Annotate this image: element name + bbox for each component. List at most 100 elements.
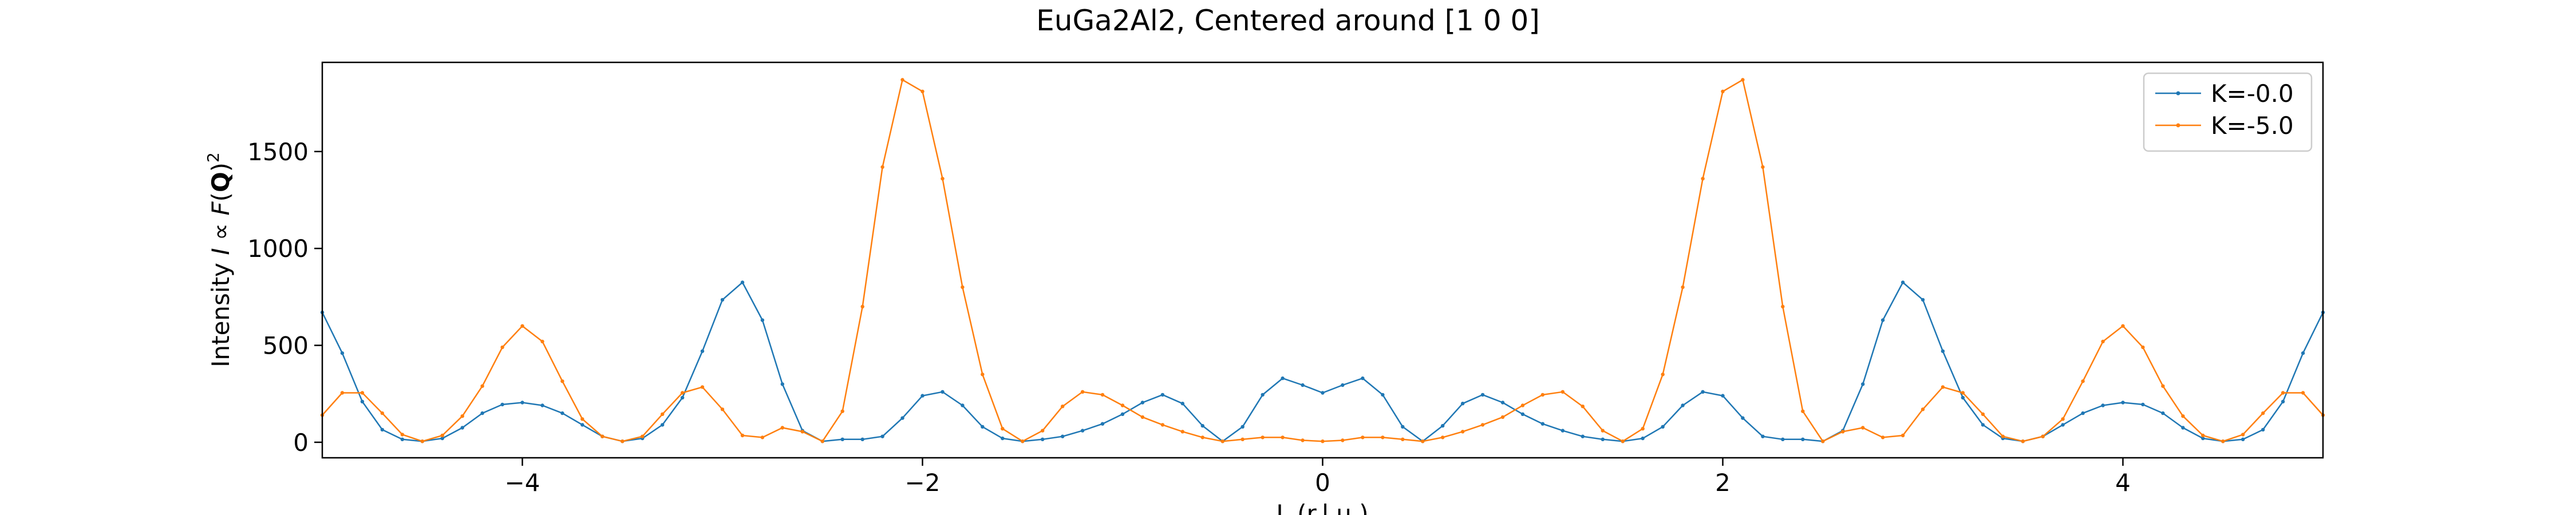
data-point <box>1801 437 1805 441</box>
data-point <box>1080 429 1085 433</box>
data-point <box>920 89 924 93</box>
data-point <box>1641 436 1645 441</box>
data-point <box>1761 165 1765 169</box>
data-point <box>2101 403 2105 407</box>
data-point <box>2261 427 2265 432</box>
data-point <box>380 427 384 432</box>
data-point <box>1681 285 1685 290</box>
data-point <box>2221 439 2225 443</box>
data-point <box>800 430 805 434</box>
data-point <box>580 423 584 427</box>
data-point <box>2081 379 2085 383</box>
data-point <box>420 439 424 443</box>
data-point <box>1641 427 1645 431</box>
data-point <box>460 414 464 418</box>
y-axis-label: Intensity I ∝ F(Q)2 <box>204 152 235 367</box>
data-point <box>1921 298 1925 302</box>
data-point <box>1781 304 1785 308</box>
data-point <box>1560 390 1565 394</box>
data-point <box>2061 417 2065 421</box>
y-axis-label-q: Q <box>207 172 235 192</box>
data-point <box>1061 434 1065 438</box>
y-axis-label-f: F <box>207 201 235 216</box>
data-point <box>1281 376 1285 381</box>
data-point <box>2021 439 2025 443</box>
data-point <box>1941 385 1945 389</box>
data-point <box>1480 393 1485 397</box>
data-point <box>621 439 625 443</box>
y-axis-label-close: ) <box>207 163 235 172</box>
data-point <box>1981 423 1985 427</box>
data-point <box>900 78 904 82</box>
data-point <box>1701 177 1705 181</box>
x-axis: −4 −2 0 2 4 <box>505 458 2131 497</box>
data-point <box>2101 339 2105 343</box>
data-point <box>480 411 484 415</box>
data-point <box>1261 393 1265 397</box>
data-point <box>1901 280 1905 284</box>
series-0 <box>320 280 2325 443</box>
data-point <box>1941 349 1945 353</box>
data-point <box>1381 393 1385 397</box>
data-point <box>1301 438 1305 442</box>
y-axis: 0 500 1000 1500 <box>247 138 322 457</box>
y-axis-label-lead: Intensity <box>207 255 235 367</box>
data-point <box>500 402 504 407</box>
data-point <box>1301 383 1305 387</box>
legend-label: K=-0.0 <box>2211 80 2294 108</box>
legend: K=-0.0 K=-5.0 <box>2143 72 2313 152</box>
data-point <box>961 285 965 290</box>
data-point <box>900 416 904 420</box>
data-point <box>860 304 864 308</box>
data-point <box>840 437 844 441</box>
data-point <box>1180 430 1184 434</box>
data-point <box>400 437 404 441</box>
data-point <box>580 417 584 421</box>
data-point <box>1701 390 1705 394</box>
data-point <box>360 391 365 395</box>
data-point <box>1801 409 1805 413</box>
data-point <box>1520 403 1525 407</box>
data-point <box>1621 439 1625 443</box>
data-point <box>1540 393 1545 397</box>
data-point <box>1461 430 1465 434</box>
data-point <box>2081 411 2085 415</box>
data-point <box>2041 434 2045 438</box>
data-point <box>720 298 725 302</box>
data-point <box>700 349 705 353</box>
data-point <box>860 437 864 441</box>
data-point <box>981 425 985 429</box>
data-point <box>1861 382 1865 386</box>
data-point <box>1601 429 1605 433</box>
data-point <box>1581 434 1585 438</box>
data-point <box>641 434 645 438</box>
data-point <box>1341 438 1345 442</box>
data-point <box>440 433 444 438</box>
data-point <box>740 280 745 284</box>
y-tick-label: 1500 <box>247 138 309 166</box>
data-point <box>1361 376 1365 381</box>
data-point <box>1821 439 1825 443</box>
data-point <box>720 407 725 411</box>
data-point <box>540 403 544 407</box>
data-point <box>1901 433 1905 438</box>
data-point <box>1041 437 1045 441</box>
data-point <box>1520 412 1525 416</box>
data-point <box>2241 437 2245 441</box>
data-point <box>1721 89 1725 93</box>
data-point <box>1200 435 1204 439</box>
data-point <box>400 433 404 437</box>
data-point <box>2061 423 2065 427</box>
data-point <box>2001 434 2005 438</box>
series-line <box>321 282 2324 442</box>
data-point <box>1741 416 1745 420</box>
data-point <box>1321 391 1325 395</box>
data-point <box>1581 405 1585 409</box>
data-point <box>1500 415 1505 419</box>
data-point <box>1500 401 1505 405</box>
data-point <box>1961 395 1965 400</box>
data-point <box>1601 437 1605 441</box>
plot-frame <box>321 61 2324 459</box>
y-tick-label: 0 <box>293 429 309 457</box>
data-point <box>680 395 685 400</box>
